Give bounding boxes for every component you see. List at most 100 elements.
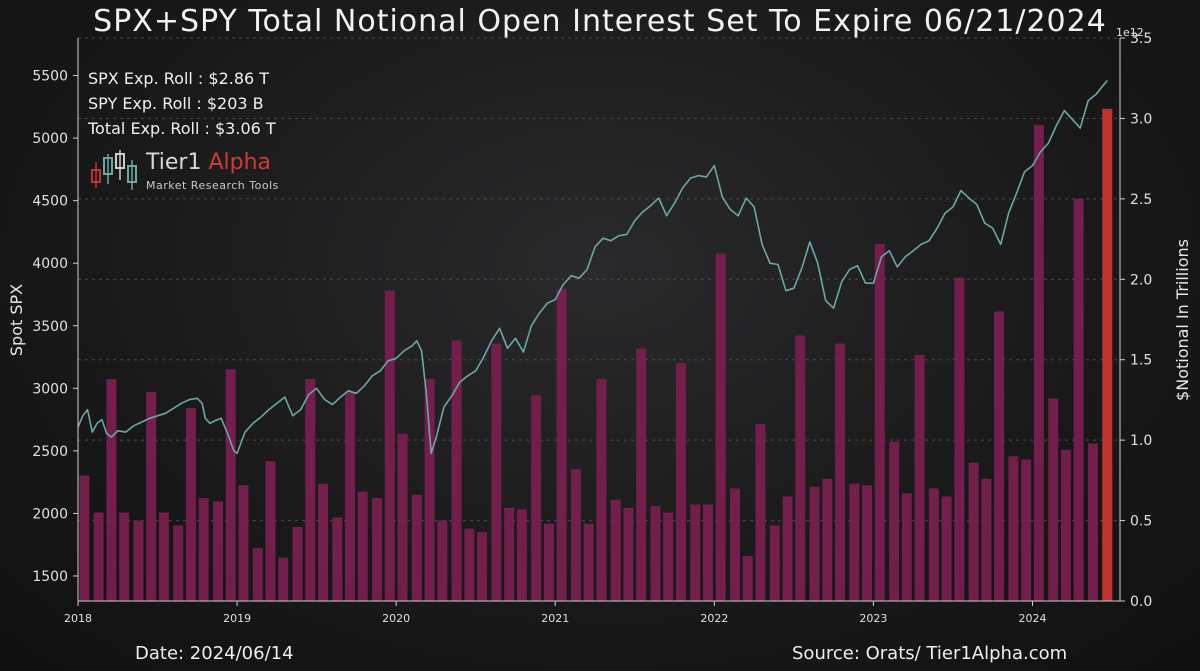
bar xyxy=(516,509,527,601)
logo-tagline: Market Research Tools xyxy=(146,179,279,192)
bar xyxy=(451,340,462,601)
line-layer xyxy=(77,79,1108,455)
bar xyxy=(862,485,873,601)
bar xyxy=(822,478,833,601)
bar xyxy=(702,504,713,601)
bar xyxy=(212,501,223,601)
bar xyxy=(278,557,289,601)
bar xyxy=(835,343,846,601)
bar xyxy=(411,494,422,601)
logo-name-part2: Alpha xyxy=(208,150,272,175)
bar xyxy=(1073,198,1084,601)
bar xyxy=(504,507,515,601)
bar xyxy=(596,379,607,601)
left-tick-label: 2500 xyxy=(32,444,68,460)
bar xyxy=(464,528,475,601)
bar xyxy=(491,343,502,601)
bar xyxy=(928,488,939,601)
bar xyxy=(954,277,965,601)
stats-box: SPX Exp. Roll : $2.86 T SPY Exp. Roll : … xyxy=(88,66,276,141)
footer-date: Date: 2024/06/14 xyxy=(135,643,294,664)
right-tick-label: 1.0 xyxy=(1130,433,1152,449)
ticks-layer: 1500 2000 2500 3000 3500 4000 4500 5000 5500 0.0 0… xyxy=(32,31,1152,625)
total-roll-text: Total Exp. Roll : $3.06 T xyxy=(88,119,276,138)
bar xyxy=(675,362,686,601)
right-tick-label: 1.5 xyxy=(1130,353,1152,369)
bar xyxy=(238,485,249,601)
spx-line xyxy=(77,79,1108,455)
left-axis-title: Spot SPX xyxy=(7,284,26,356)
bar xyxy=(357,491,368,601)
left-tick-label: 2000 xyxy=(32,506,68,522)
bar xyxy=(252,547,263,601)
spx-roll-text: SPX Exp. Roll : $2.86 T xyxy=(88,69,270,88)
bar xyxy=(981,478,992,601)
x-tick-label: 2022 xyxy=(700,612,728,625)
axes-layer xyxy=(77,38,1121,602)
logo-name-part1: Tier1 xyxy=(146,150,202,175)
bar xyxy=(372,498,383,601)
right-tick-label: 0.0 xyxy=(1130,594,1152,610)
bar xyxy=(531,395,542,601)
bar xyxy=(742,555,753,601)
left-tick-label: 1500 xyxy=(32,569,68,585)
candlestick-icon xyxy=(91,150,137,190)
bar xyxy=(755,424,766,601)
bar xyxy=(889,441,900,601)
bar xyxy=(636,348,647,601)
bar xyxy=(317,483,328,601)
bar xyxy=(225,369,236,601)
highlight-bar xyxy=(1102,108,1113,601)
bar xyxy=(650,506,661,601)
left-tick-label: 3500 xyxy=(32,319,68,335)
right-tick-label: 3.0 xyxy=(1130,111,1152,127)
x-tick-label: 2021 xyxy=(541,612,569,625)
bar xyxy=(849,483,860,601)
x-tick-label: 2019 xyxy=(223,612,251,625)
bar xyxy=(610,499,621,601)
bar xyxy=(874,243,885,601)
bar xyxy=(397,433,408,601)
bar xyxy=(570,469,581,601)
x-tick-label: 2020 xyxy=(382,612,410,625)
bar xyxy=(345,391,356,601)
left-tick-label: 4500 xyxy=(32,194,68,210)
bar xyxy=(583,523,594,601)
bar xyxy=(79,475,90,601)
x-tick-label: 2024 xyxy=(1019,612,1047,625)
bar xyxy=(292,527,303,601)
spy-roll-text: SPY Exp. Roll : $203 B xyxy=(88,94,264,113)
bar xyxy=(941,496,952,601)
bar xyxy=(106,379,117,601)
left-tick-label: 5500 xyxy=(32,69,68,85)
bar xyxy=(173,525,184,601)
logo-name: Tier1 Alpha xyxy=(146,150,271,175)
bar xyxy=(690,504,701,601)
x-tick-label: 2018 xyxy=(64,612,92,625)
bar xyxy=(1087,443,1098,601)
bar xyxy=(1021,459,1032,601)
left-tick-label: 3000 xyxy=(32,381,68,397)
bar xyxy=(332,517,343,601)
bar xyxy=(968,462,979,601)
bar xyxy=(477,531,488,601)
bars-layer xyxy=(79,108,1113,601)
logo: Tier1 Alpha Market Research Tools xyxy=(90,150,300,195)
bar xyxy=(305,379,316,601)
bar xyxy=(384,290,395,601)
bar xyxy=(994,311,1005,601)
right-tick-label: 2.5 xyxy=(1130,192,1152,208)
bar xyxy=(133,520,144,601)
bar xyxy=(424,379,435,601)
bar xyxy=(901,493,912,601)
bar xyxy=(119,512,130,601)
bar xyxy=(782,496,793,601)
bar xyxy=(185,407,196,601)
bar xyxy=(198,498,209,601)
bar xyxy=(715,253,726,601)
bar xyxy=(265,461,276,601)
bar xyxy=(93,512,104,601)
right-tick-label: 0.5 xyxy=(1130,514,1152,530)
bar xyxy=(158,512,169,601)
